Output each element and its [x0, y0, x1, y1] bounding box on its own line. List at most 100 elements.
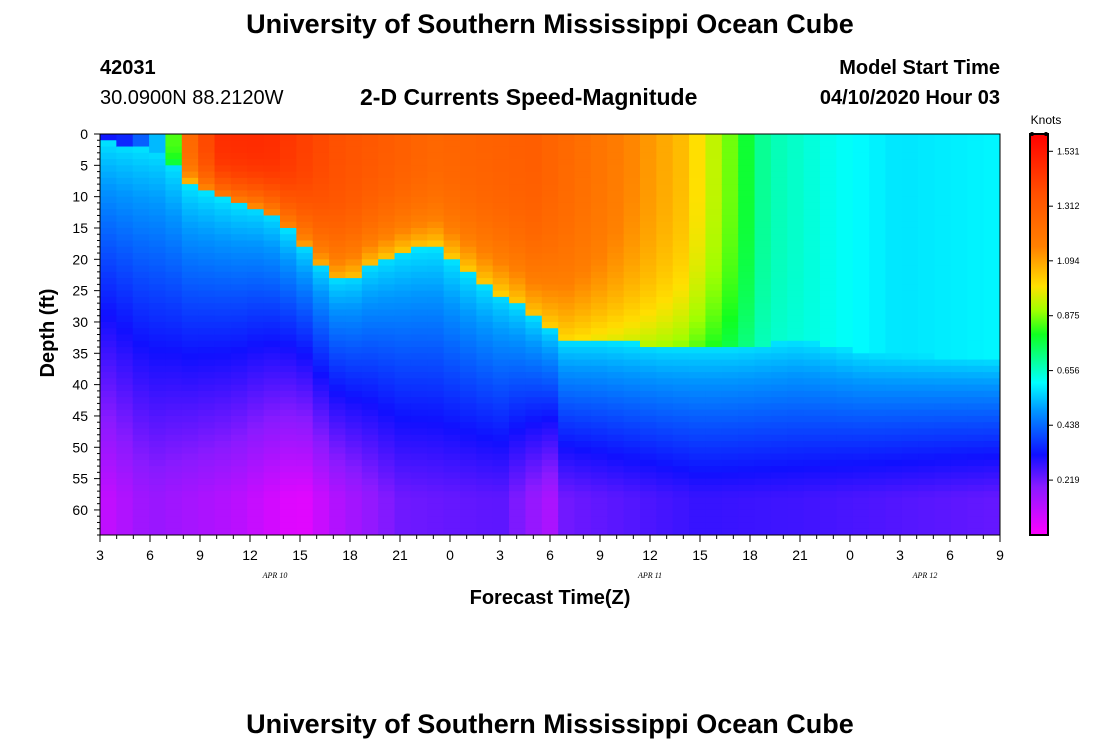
heatmap-cell [460, 491, 477, 499]
heatmap-cell [492, 347, 510, 354]
heatmap-cell [460, 497, 477, 505]
heatmap-cell [787, 459, 805, 467]
heatmap-cell [492, 415, 510, 423]
heatmap-cell [345, 459, 363, 467]
heatmap-cell [329, 134, 347, 141]
heatmap-cell [689, 190, 707, 198]
heatmap-cell [820, 146, 837, 154]
heatmap-cell [263, 209, 281, 217]
heatmap-cell [247, 253, 265, 260]
heatmap-cell [525, 215, 543, 223]
heatmap-cell [820, 140, 837, 148]
heatmap-cell [901, 528, 919, 535]
heatmap-cell [590, 384, 608, 392]
heatmap-cell [394, 271, 412, 279]
heatmap-cell [509, 453, 527, 461]
heatmap-cell [836, 384, 854, 392]
heatmap-cell [672, 491, 690, 499]
heatmap-cell [656, 171, 674, 179]
heatmap-cell [525, 340, 543, 348]
heatmap-cell [230, 202, 248, 210]
heatmap-cell [607, 497, 625, 505]
heatmap-cell [885, 428, 903, 436]
heatmap-cell [181, 441, 199, 448]
heatmap-cell [165, 328, 183, 336]
heatmap-cell [525, 209, 543, 217]
heatmap-cell [214, 290, 232, 298]
heatmap-cell [181, 152, 199, 160]
heatmap-cell [803, 290, 821, 298]
heatmap-cell [705, 296, 723, 304]
heatmap-cell [656, 478, 674, 486]
heatmap-cell [770, 152, 788, 160]
heatmap-cell [869, 315, 887, 323]
heatmap-cell [100, 528, 117, 535]
heatmap-cell [492, 234, 510, 242]
heatmap-cell [672, 415, 690, 423]
heatmap-cell [705, 397, 723, 405]
heatmap-cell [132, 227, 150, 235]
heatmap-cell [427, 434, 445, 442]
x-date-label: APR 10 [262, 571, 288, 580]
heatmap-cell [214, 240, 232, 248]
heatmap-cell [885, 516, 903, 524]
heatmap-cell [656, 397, 674, 405]
heatmap-cell [100, 334, 117, 342]
heatmap-cell [705, 491, 723, 499]
heatmap-cell [574, 497, 592, 505]
heatmap-cell [492, 472, 510, 480]
heatmap-cell [950, 184, 968, 191]
heatmap-cell [820, 428, 837, 436]
heatmap-cell [721, 190, 739, 198]
heatmap-cell [983, 303, 1000, 311]
heatmap-cell [329, 353, 347, 361]
heatmap-cell [672, 447, 690, 455]
heatmap-cell [476, 491, 494, 499]
heatmap-cell [165, 259, 183, 267]
heatmap-cell [705, 190, 723, 198]
heatmap-cell [672, 315, 690, 323]
heatmap-cell [394, 447, 412, 455]
heatmap-cell [901, 353, 919, 361]
heatmap-cell [967, 353, 985, 361]
heatmap-cell [820, 253, 837, 260]
heatmap-cell [165, 472, 183, 480]
heatmap-cell [100, 478, 117, 486]
heatmap-cell [950, 171, 968, 179]
heatmap-cell [574, 265, 592, 273]
heatmap-cell [214, 478, 232, 486]
heatmap-cell [590, 415, 608, 423]
heatmap-cell [770, 365, 788, 373]
heatmap-cell [672, 409, 690, 417]
heatmap-cell [770, 422, 788, 430]
heatmap-cell [149, 303, 167, 311]
heatmap-cell [983, 190, 1000, 198]
heatmap-cell [443, 397, 461, 405]
heatmap-cell [132, 177, 150, 185]
heatmap-cell [656, 484, 674, 492]
heatmap-cell [460, 347, 477, 354]
heatmap-cell [132, 340, 150, 348]
heatmap-cell [476, 472, 494, 480]
heatmap-cell [394, 234, 412, 242]
heatmap-cell [378, 290, 396, 298]
heatmap-cell [770, 466, 788, 473]
heatmap-cell [738, 415, 756, 423]
heatmap-cell [967, 528, 985, 535]
heatmap-cell [214, 221, 232, 229]
heatmap-cell [198, 478, 216, 486]
heatmap-cell [934, 221, 952, 229]
heatmap-cell [443, 384, 461, 392]
heatmap-cell [934, 478, 952, 486]
heatmap-cell [640, 459, 657, 467]
heatmap-cell [525, 134, 543, 141]
heatmap-cell [934, 340, 952, 348]
heatmap-cell [410, 253, 428, 260]
heatmap-cell [100, 284, 117, 292]
heatmap-cell [378, 246, 396, 254]
heatmap-cell [296, 246, 314, 254]
heatmap-cell [967, 466, 985, 473]
heatmap-cell [721, 434, 739, 442]
heatmap-cell [410, 365, 428, 373]
heatmap-cell [836, 159, 854, 166]
